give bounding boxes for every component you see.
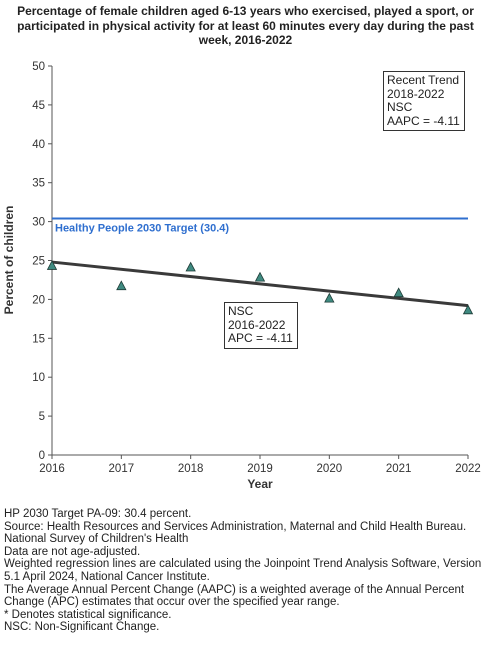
data-point-2019	[254, 271, 266, 282]
footnote-aapc: The Average Annual Percent Change (AAPC)…	[4, 583, 465, 609]
x-tick-label: 2016	[39, 463, 65, 475]
target-label: Healthy People 2030 Target (30.4)	[55, 222, 229, 234]
y-tick-label: 15	[32, 333, 45, 345]
data-point-2020	[324, 292, 335, 303]
chart-title-line-1: Percentage of female children aged 6-13 …	[17, 4, 474, 18]
y-tick-label: 10	[32, 372, 45, 384]
data-point-2017	[116, 280, 127, 291]
segment-trend-line-1: NSC	[228, 304, 254, 318]
target-layer: Healthy People 2030 Target (30.4)	[52, 217, 468, 234]
segment-trend-annotation: NSC 2016-2022 APC = -4.11	[224, 302, 298, 349]
y-tick-label: 5	[39, 411, 45, 423]
footnotes: HP 2030 Target PA-09: 30.4 percent. Sour…	[4, 508, 488, 634]
segment-trend-line-2: 2016-2022	[228, 317, 286, 332]
recent-trend-line-2: 2018-2022	[387, 86, 445, 101]
data-points	[46, 260, 474, 315]
recent-trend-line-3: NSC	[387, 100, 413, 114]
recent-trend-annotation: Recent Trend 2018-2022 NSC AAPC = -4.11	[383, 71, 465, 131]
x-tick-label: 2021	[386, 463, 412, 475]
chart-title: Percentage of female children aged 6-13 …	[0, 4, 491, 48]
data-point-2016	[46, 260, 58, 270]
recent-trend-line-4: AAPC = -4.11	[387, 113, 460, 128]
footnote-regression: Weighted regression lines are calculated…	[4, 558, 482, 583]
footnote-target: HP 2030 Target PA-09: 30.4 percent.	[4, 508, 192, 520]
trend-layer	[51, 260, 469, 308]
footnote-nsc: NSC: Non-Significant Change.	[4, 621, 160, 634]
y-tick-label: 35	[32, 178, 45, 190]
recent-trend-line-1: Recent Trend	[387, 73, 460, 87]
x-tick-label: 2019	[247, 463, 273, 475]
y-tick-label: 45	[32, 100, 45, 112]
y-tick-label: 30	[32, 217, 45, 229]
y-tick-label: 25	[32, 256, 45, 268]
x-axis-title: Year	[247, 477, 273, 491]
data-point-2021	[393, 287, 404, 298]
y-axis-title: Percent of children	[2, 206, 16, 315]
data-point-2018	[185, 261, 196, 272]
y-tick-label: 20	[32, 294, 45, 306]
x-tick-label: 2022	[455, 463, 481, 475]
x-tick-label: 2017	[109, 463, 135, 475]
y-tick-label: 0	[39, 450, 45, 462]
chart-title-line-2: participated in physical activity for at…	[17, 18, 474, 33]
axes: 0 5 10 15 20 25 30 35 40 45 50 2016 2017 2018 2019 2020…	[32, 61, 481, 475]
segment-trend-line-3: APC = -4.11	[228, 331, 293, 345]
y-tick-label: 40	[32, 139, 45, 151]
data-point-2022	[462, 304, 474, 315]
x-tick-label: 2020	[317, 463, 343, 475]
x-tick-label: 2018	[178, 463, 204, 475]
footnote-significance: * Denotes statistical significance.	[4, 608, 172, 621]
footnote-age-adjusted: Data are not age-adjusted.	[4, 545, 141, 558]
footnote-source: Source: Health Resources and Services Ad…	[4, 520, 467, 546]
y-tick-label: 50	[32, 61, 45, 73]
trend-line	[51, 260, 469, 308]
chart-title-line-3: week, 2016-2022	[198, 33, 293, 47]
